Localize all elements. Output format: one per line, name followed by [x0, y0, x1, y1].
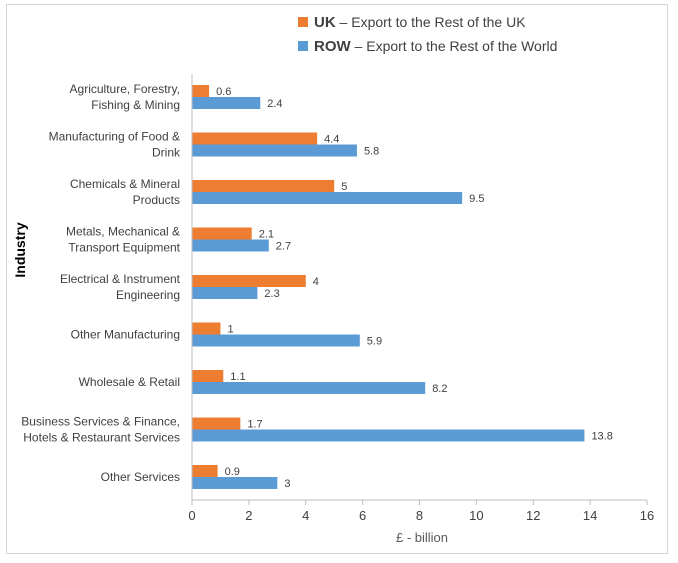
category-label: Other Services — [101, 470, 180, 484]
x-tick-label: 14 — [583, 508, 597, 523]
data-label-row: 3 — [284, 478, 290, 490]
bar-uk — [192, 275, 306, 287]
legend-entry-row: ROW – Export to the Rest of the World — [314, 38, 557, 55]
x-tick-label: 6 — [359, 508, 366, 523]
data-label-row: 5.8 — [364, 146, 379, 158]
legend: UK – Export to the Rest of the UK ROW – E… — [298, 14, 557, 55]
bar-row — [192, 334, 360, 347]
bar-uk — [192, 227, 252, 240]
chart-frame — [6, 4, 668, 554]
legend-entry-uk: UK – Export to the Rest of the UK — [314, 14, 526, 31]
bars: 0.6 4.4 5 2.1 4 1 1.1 1.7 0.9 2.4 5.8 9.5 2.7 2.3 5.9 8… — [192, 85, 613, 490]
x-tick-label: 0 — [188, 508, 195, 523]
category-label: Agriculture, Forestry, Fishing & Mining — [70, 82, 180, 112]
category-labels: Agriculture, Forestry, Fishing & Mining Ma… — [21, 82, 181, 484]
x-tick-label: 12 — [526, 508, 540, 523]
data-label-row: 2.4 — [267, 98, 282, 110]
category-label: Metals, Mechanical & Transport Equipment — [66, 225, 181, 255]
data-label-row: 13.8 — [591, 431, 612, 443]
x-tick-label: 10 — [469, 508, 483, 523]
bar-uk — [192, 370, 224, 382]
data-label-row: 2.3 — [264, 288, 279, 300]
bar-row — [192, 239, 269, 252]
x-axis: 0 2 4 6 8 10 12 14 16 — [188, 74, 654, 523]
data-label-uk: 0.6 — [216, 86, 231, 98]
data-label-uk: 1.1 — [230, 371, 245, 383]
bar-row — [192, 477, 278, 489]
data-label-uk: 1.7 — [247, 419, 262, 431]
category-label: Electrical & Instrument Engineering — [60, 272, 181, 302]
category-label: Wholesale & Retail — [79, 375, 180, 389]
bar-row — [192, 429, 585, 442]
data-label-row: 2.7 — [276, 241, 291, 253]
bar-row — [192, 287, 258, 299]
bar-uk — [192, 322, 221, 335]
data-label-uk: 0.9 — [225, 466, 240, 478]
bar-uk — [192, 132, 318, 145]
bar-uk — [192, 180, 335, 192]
x-tick-label: 8 — [416, 508, 423, 523]
data-label-uk: 2.1 — [259, 229, 274, 241]
data-label-uk: 4 — [313, 276, 319, 288]
legend-swatch-row — [298, 41, 308, 51]
category-label: Manufacturing of Food & Drink — [49, 130, 181, 160]
x-tick-label: 4 — [302, 508, 309, 523]
data-label-row: 8.2 — [432, 383, 447, 395]
bar-row — [192, 192, 463, 204]
category-label: Chemicals & Mineral Products — [70, 177, 180, 207]
bar-uk — [192, 465, 218, 477]
x-tick-label: 16 — [640, 508, 654, 523]
legend-swatch-uk — [298, 17, 308, 27]
data-label-row: 9.5 — [469, 193, 484, 205]
bar-row — [192, 382, 426, 394]
data-label-row: 5.9 — [367, 336, 382, 348]
data-label-uk: 5 — [341, 181, 347, 193]
category-label: Other Manufacturing — [71, 328, 180, 342]
x-axis-title: £ - billion — [396, 530, 448, 545]
bar-uk — [192, 417, 241, 430]
bar-row — [192, 97, 261, 109]
x-tick-label: 2 — [245, 508, 252, 523]
y-axis-title: Industry — [12, 222, 28, 277]
data-label-uk: 4.4 — [324, 134, 339, 146]
bar-row — [192, 144, 357, 157]
category-label: Business Services & Finance, Hotels & Res… — [21, 415, 180, 445]
data-label-uk: 1 — [227, 324, 233, 336]
bar-uk — [192, 85, 210, 97]
